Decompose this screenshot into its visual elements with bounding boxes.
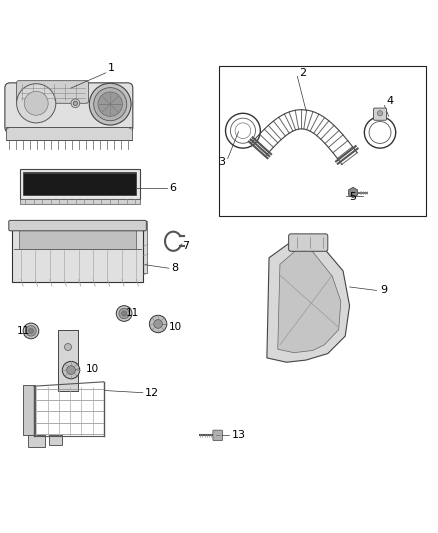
Circle shape [64, 344, 71, 351]
FancyBboxPatch shape [12, 225, 143, 282]
FancyBboxPatch shape [289, 234, 328, 251]
Circle shape [121, 311, 127, 316]
Circle shape [89, 83, 131, 125]
Text: 6: 6 [169, 183, 176, 193]
FancyBboxPatch shape [5, 83, 133, 133]
Circle shape [23, 323, 39, 339]
Circle shape [62, 361, 80, 379]
FancyBboxPatch shape [17, 80, 88, 103]
Bar [219, 66, 426, 216]
FancyBboxPatch shape [19, 228, 136, 249]
Polygon shape [278, 249, 341, 353]
Circle shape [119, 308, 129, 319]
Bar [6, 127, 132, 140]
Polygon shape [349, 187, 357, 198]
Ellipse shape [17, 84, 56, 123]
Ellipse shape [24, 91, 48, 115]
FancyBboxPatch shape [9, 220, 146, 231]
Bar [28, 435, 45, 447]
Text: 10: 10 [86, 364, 99, 374]
Text: 4: 4 [387, 96, 394, 106]
Circle shape [67, 366, 75, 375]
Circle shape [71, 99, 80, 108]
Text: 13: 13 [232, 430, 246, 440]
Bar [20, 199, 140, 204]
Text: 9: 9 [380, 286, 387, 295]
Bar [23, 385, 35, 435]
Polygon shape [267, 240, 350, 362]
Circle shape [154, 320, 162, 328]
Circle shape [26, 326, 36, 336]
Text: 3: 3 [219, 157, 226, 167]
Text: 2: 2 [300, 68, 307, 78]
Bar [23, 172, 136, 195]
Circle shape [116, 305, 132, 321]
Circle shape [98, 92, 122, 116]
FancyBboxPatch shape [21, 221, 147, 273]
Text: 5: 5 [350, 192, 357, 202]
Circle shape [94, 87, 127, 120]
Text: 12: 12 [145, 387, 159, 398]
FancyBboxPatch shape [213, 430, 223, 441]
Bar [58, 329, 78, 391]
Text: 11: 11 [17, 326, 30, 336]
Circle shape [28, 328, 34, 334]
Bar [20, 168, 140, 199]
Text: 8: 8 [171, 263, 178, 273]
Circle shape [149, 315, 167, 333]
Text: 7: 7 [182, 240, 189, 251]
FancyBboxPatch shape [374, 108, 387, 120]
Text: 10: 10 [169, 321, 182, 332]
Circle shape [378, 111, 383, 116]
Bar [49, 435, 62, 445]
Text: 1: 1 [108, 63, 115, 74]
Text: 11: 11 [125, 308, 139, 318]
Circle shape [73, 101, 78, 106]
